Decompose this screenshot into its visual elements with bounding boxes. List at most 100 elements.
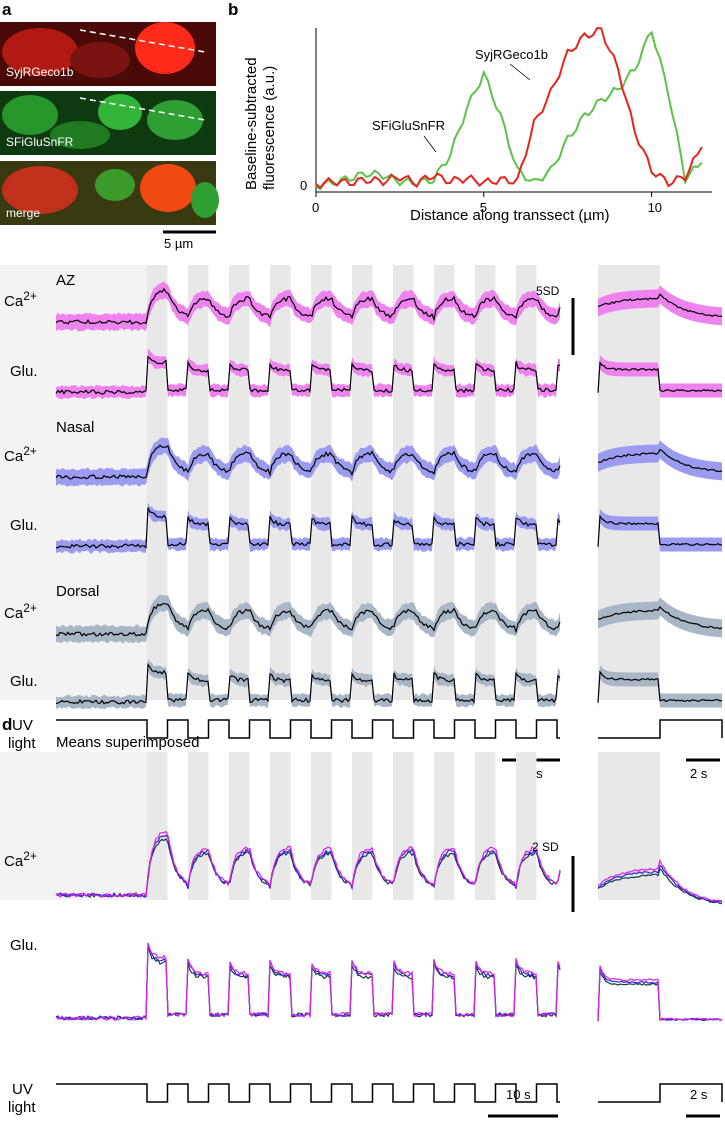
d-glu-label: Glu. [10,937,38,954]
uv-stim-trace [56,1083,560,1103]
uv-label-1: UV [12,717,33,734]
stim-band [352,752,373,900]
zoom-sd-band [598,665,722,709]
zoom-stim-band [598,265,660,700]
stim-band [516,265,537,700]
stim-band [188,752,209,900]
chart-b-ylabel-line2: fluorescence (a.u.) [261,66,278,190]
sd-scalebar-label: 5SD [536,284,560,298]
mean-trace [55,662,561,705]
sd-band [56,502,560,554]
mean-trace [55,945,561,1021]
scalebar-a-label: 5 µm [164,236,193,251]
label-sfiglusnfr: SFiGluSnFR [6,135,74,149]
zoom-mean-trace [597,293,723,318]
ca-label-1: Ca2+ [4,444,37,465]
panel-label-a: a [2,0,12,19]
mean-trace [55,830,561,898]
uv-zoom-trace [598,1083,723,1103]
ylabel-text-2: fluorescence (a.u.) [261,66,278,190]
stim-band [147,265,168,700]
stim-band [270,752,291,900]
micrograph-green: SFiGluSnFR [0,91,216,155]
group-label-0: AZ [56,272,75,289]
mean-trace [55,507,561,549]
gap [562,265,598,735]
mean-trace [55,942,561,1021]
stim-band [147,752,168,900]
d-time-scalebar-label: 10 s [506,1087,531,1102]
d-ca-label: Ca2+ [4,849,37,870]
d-zoom-time-scalebar-label: 2 s [690,1087,708,1102]
zoom-mean-trace [597,867,723,905]
stim-band [434,265,455,700]
stim-band [393,265,414,700]
ca-label-0: Ca2+ [4,289,37,310]
x-tick-label: 0 [312,200,319,215]
glu-label-0: Glu. [10,363,38,380]
series-SFiGluSnFR [315,30,703,191]
chart-b-ylabel-line1: Baseline-subtracted [243,57,260,190]
zoom-sd-band [598,509,722,553]
d-uv-label-1: UV [12,1081,33,1098]
mean-trace [55,287,561,325]
zoom-mean-trace [597,360,723,393]
zoom-sd-band [598,440,722,481]
stim-band [516,752,537,900]
glu-label-1: Glu. [10,517,38,534]
baseline-shade [0,752,147,900]
zoom-sd-band [598,285,722,326]
d-sd-scalebar-label: 2 SD [532,840,559,854]
micrograph-merge: merge [0,161,219,225]
annotation-sfiglusnfr: SFiGluSnFR [372,118,445,133]
stim-band [475,752,496,900]
gap [562,752,598,912]
stim-band [434,752,455,900]
stim-band [311,752,332,900]
mean-trace [55,444,561,480]
y-tick-label: 0 [300,178,307,193]
sd-band [56,658,560,710]
chart-b-xlabel: Distance along transsect (µm) [410,207,610,224]
label-merge: merge [6,206,40,220]
sd-band [56,348,560,400]
stim-band [229,752,250,900]
group-label-2: Dorsal [56,583,99,600]
stim-band [270,265,291,700]
stim-band [393,752,414,900]
zoom-mean-trace [597,514,723,547]
zoom-time-scalebar-label: 2 s [690,766,708,781]
micrograph-red: SyjRGeco1b [0,22,216,86]
panel-c: AZ Ca2+ Glu. Nasal Ca2+ Glu. Dorsal Ca2+ Glu. UVl… [0,265,723,781]
x-tick-label: 10 [648,200,662,215]
panel-d-title: Means superimposed [56,734,199,751]
ca-label-2: Ca2+ [4,601,37,622]
label-syjrgeco: SyjRGeco1b [6,65,74,79]
stim-band [352,265,373,700]
uv-label-2: light [8,735,36,752]
series-SyjRGeco1b [315,27,703,190]
uv-stim-trace [56,719,560,739]
zoom-sd-band [598,597,722,638]
panel-b-chart: Baseline-subtracted fluorescence (a.u.) … [243,27,712,224]
glu-label-2: Glu. [10,673,38,690]
uv-zoom-trace [598,719,723,739]
ylabel-text: Baseline-subtracted [243,57,260,190]
d-uv-label-2: light [8,1099,36,1116]
zoom-mean-trace [597,864,723,904]
mean-trace [55,355,561,395]
zoom-mean-trace [597,605,723,630]
annotation-syjrgeco: SyjRGeco1b [475,47,548,62]
stim-band [475,265,496,700]
zoom-mean-trace [597,448,723,473]
panel-label-d: d [2,715,12,734]
stim-band [311,265,332,700]
mean-trace [55,947,561,1021]
mean-trace [55,603,561,637]
zoom-sd-band [598,355,722,399]
zoom-mean-trace [597,670,723,703]
zoom-mean-trace [597,858,723,902]
stim-band [229,265,250,700]
